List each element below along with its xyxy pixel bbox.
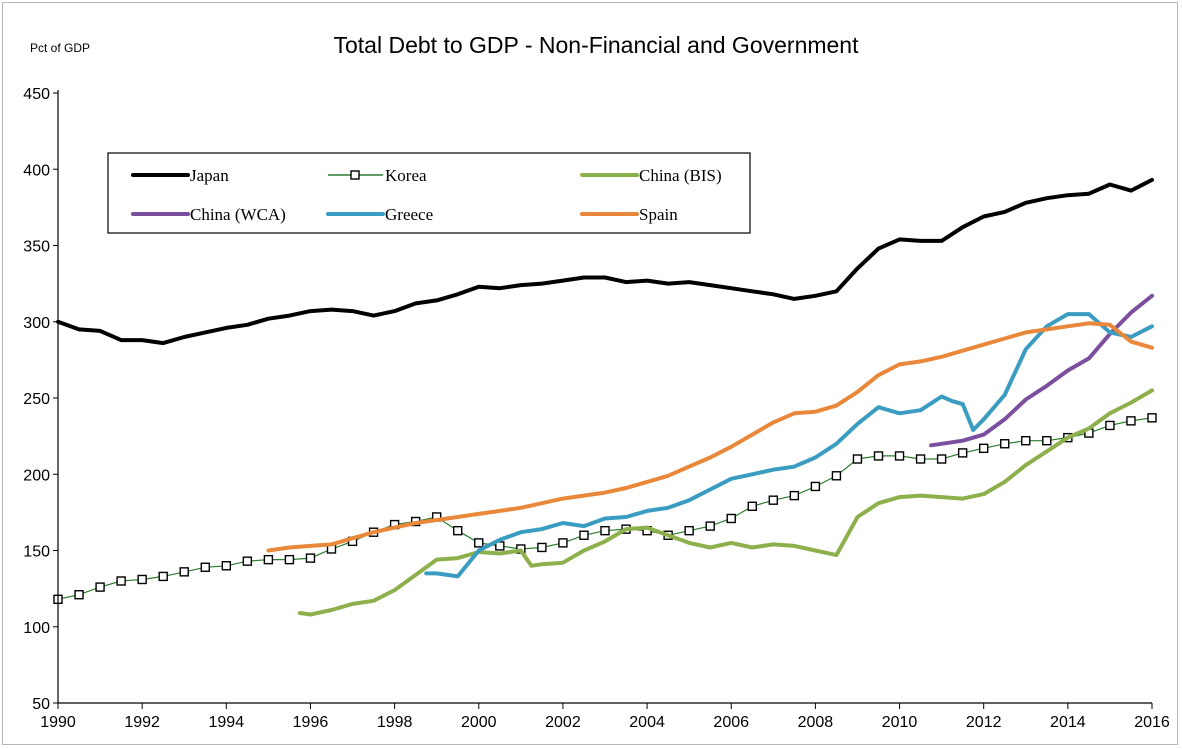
data-point-korea bbox=[558, 538, 568, 548]
x-tick-label: 2016 bbox=[1134, 714, 1170, 731]
y-tick-label: 300 bbox=[23, 315, 50, 332]
data-point-korea bbox=[474, 538, 484, 548]
data-point-korea bbox=[1042, 436, 1052, 446]
data-point-korea bbox=[894, 451, 905, 461]
x-tick-label: 2014 bbox=[1050, 714, 1086, 731]
y-tick-label: 150 bbox=[23, 544, 50, 561]
data-point-korea bbox=[116, 576, 126, 586]
data-point-korea bbox=[747, 501, 757, 511]
legend-label-japan: Japan bbox=[190, 166, 229, 185]
legend-marker-korea bbox=[350, 170, 360, 180]
data-point-korea bbox=[705, 521, 715, 531]
x-tick-label: 2010 bbox=[882, 714, 918, 731]
data-point-korea bbox=[831, 471, 842, 481]
y-tick-label: 200 bbox=[23, 467, 50, 484]
y-tick-label: 400 bbox=[23, 162, 50, 179]
legend: Japan Korea China (BIS) China (WCA) Greece Sp… bbox=[107, 152, 751, 234]
data-point-korea bbox=[158, 571, 168, 582]
data-point-korea bbox=[852, 454, 863, 464]
data-point-korea bbox=[242, 556, 253, 566]
y-tick-label: 350 bbox=[23, 239, 50, 256]
data-point-korea bbox=[200, 562, 210, 572]
data-point-korea bbox=[179, 567, 189, 577]
x-tick-label: 1996 bbox=[293, 714, 329, 731]
y-axis-unit-label: Pct of GDP bbox=[30, 41, 91, 55]
x-tick-label: 2008 bbox=[798, 714, 834, 731]
data-point-korea bbox=[579, 530, 589, 540]
data-point-korea bbox=[284, 554, 295, 565]
data-point-korea bbox=[137, 574, 147, 585]
data-point-korea bbox=[1126, 416, 1136, 426]
y-tick-label: 100 bbox=[23, 620, 50, 637]
data-point-korea bbox=[74, 590, 84, 600]
x-tick-label: 1994 bbox=[209, 714, 245, 731]
data-point-korea bbox=[453, 525, 463, 536]
x-tick-label: 2006 bbox=[713, 714, 749, 731]
data-point-korea bbox=[684, 525, 694, 536]
axes bbox=[57, 90, 1152, 704]
y-tick-label: 250 bbox=[23, 391, 50, 408]
x-tick-label: 1992 bbox=[124, 714, 160, 731]
data-point-korea bbox=[873, 451, 884, 461]
y-tick-label: 450 bbox=[23, 86, 50, 103]
data-point-korea bbox=[305, 553, 316, 563]
legend-label-china-bis: China (BIS) bbox=[639, 166, 722, 185]
series-line-china-bis bbox=[297, 388, 1154, 617]
legend-label-spain: Spain bbox=[639, 205, 678, 224]
data-point-korea bbox=[537, 542, 547, 553]
x-tick-label: 2002 bbox=[545, 714, 581, 731]
x-tick-label: 2004 bbox=[629, 714, 665, 731]
data-point-korea bbox=[810, 481, 821, 492]
data-point-korea bbox=[768, 495, 779, 505]
data-point-korea bbox=[600, 525, 610, 536]
series-layer bbox=[53, 177, 1157, 617]
x-tick-label: 2012 bbox=[966, 714, 1002, 731]
data-point-korea bbox=[1021, 436, 1031, 446]
chart-title: Total Debt to GDP - Non-Financial and Go… bbox=[333, 32, 859, 58]
x-tick-label: 2000 bbox=[461, 714, 497, 731]
data-point-korea bbox=[1105, 420, 1115, 431]
x-tick-label: 1990 bbox=[40, 714, 76, 731]
legend-box bbox=[107, 152, 751, 234]
data-point-korea bbox=[221, 561, 232, 571]
data-point-korea bbox=[957, 448, 968, 458]
data-point-korea bbox=[1000, 439, 1010, 449]
series-line-spain bbox=[266, 321, 1154, 553]
data-point-korea bbox=[263, 554, 274, 565]
data-point-korea bbox=[726, 513, 736, 524]
data-point-korea bbox=[789, 490, 800, 501]
series-line-japan bbox=[56, 177, 1154, 346]
data-point-korea bbox=[915, 454, 926, 464]
data-point-korea bbox=[978, 443, 989, 454]
legend-label-china-wca: China (WCA) bbox=[190, 205, 286, 224]
data-point-korea bbox=[1147, 413, 1157, 423]
x-tick-label: 1998 bbox=[377, 714, 413, 731]
data-point-korea bbox=[95, 582, 105, 592]
legend-label-korea: Korea bbox=[385, 166, 427, 185]
series-line-greece bbox=[424, 312, 1154, 579]
legend-label-greece: Greece bbox=[385, 205, 433, 224]
series-line-china-wca bbox=[929, 293, 1154, 448]
data-point-korea bbox=[936, 454, 947, 464]
ticks: 50 100 150 200 250 300 350 400 450 1990 1992 1994 19… bbox=[23, 86, 1170, 731]
y-tick-label: 50 bbox=[32, 696, 50, 713]
